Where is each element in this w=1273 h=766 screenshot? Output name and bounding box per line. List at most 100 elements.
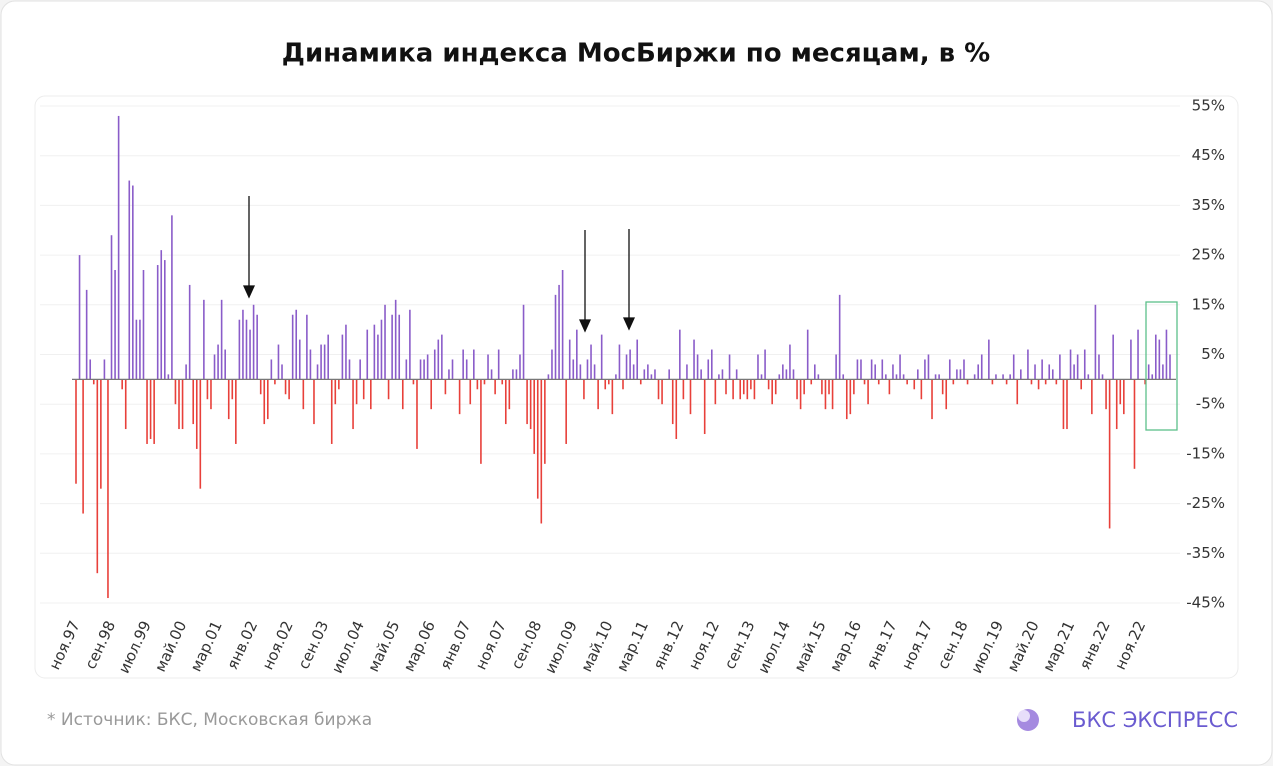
bar [750,379,752,390]
bar [838,294,841,380]
bar [1066,379,1068,430]
bar [394,299,397,380]
bar [675,379,678,439]
bar [796,379,798,400]
bar [1034,364,1036,380]
bar [753,379,756,400]
bar [252,304,255,380]
bar [703,379,706,435]
bar [906,379,908,385]
bar [1094,304,1097,380]
bar [103,359,106,380]
bar [1123,379,1125,415]
bar [874,364,876,380]
bar [778,374,781,380]
bar [132,185,134,380]
bar [536,379,539,499]
bar [917,369,919,380]
bar [931,379,933,420]
bar [370,379,372,410]
bar [355,379,358,405]
bar [870,359,873,380]
bar [469,379,472,405]
chart-title: Динамика индекса МосБиржи по месяцам, в … [282,39,990,69]
bar [352,379,354,430]
bar [448,369,450,380]
bar [1158,339,1161,380]
bar [1012,354,1015,380]
bar [338,379,340,390]
source-note: * Источник: БКС, Московская биржа [47,710,372,730]
bar [576,329,578,380]
bar [991,379,994,385]
bar [1005,379,1008,385]
logo-icon-highlight [1018,710,1030,722]
bar [1108,379,1111,529]
bar [1130,339,1132,380]
bar [348,359,351,380]
y-tick-label: -25% [1186,494,1225,512]
bar [419,359,422,380]
bar [828,379,830,395]
bar [1137,329,1139,380]
bar [1076,354,1079,380]
bar [842,374,845,380]
bar [700,369,702,380]
bar [938,374,940,380]
bar [217,344,219,380]
bar [568,339,571,380]
bar [696,354,699,380]
bar [742,379,745,395]
bar [490,369,493,380]
bar [483,379,486,385]
bar [1154,334,1157,380]
bar [799,379,802,410]
bar [895,374,898,380]
bar [899,354,901,380]
bar [966,379,969,385]
bar [178,379,180,430]
bar [544,379,546,464]
bar [409,309,411,380]
bar [412,379,415,385]
bar [185,364,187,380]
bar [529,379,532,430]
bar [199,379,202,489]
bar [306,314,308,380]
bar [1105,379,1107,410]
bar [963,359,965,380]
bar [291,314,294,380]
bar [405,359,408,380]
bar [615,374,617,380]
bar [277,344,280,380]
bar [586,359,589,380]
bar [426,354,429,380]
bar [558,284,560,380]
bar [423,359,425,380]
bar [384,304,386,380]
arrows [242,196,636,333]
bar [597,379,599,410]
bar [1037,379,1040,390]
bar [735,369,738,380]
bar [1048,364,1051,380]
bar [462,349,464,380]
bar [124,379,127,430]
bar [121,379,123,390]
bar [284,379,287,395]
bar [522,304,525,380]
y-tick-label: 15% [1192,295,1225,313]
bar [242,309,244,380]
bar [82,379,84,514]
bar [867,379,869,405]
bar [764,349,766,380]
bar [980,354,983,380]
bar [732,379,734,400]
bar [341,334,344,380]
bar [554,294,557,380]
bar [380,319,383,380]
bar [671,379,674,425]
bar [565,379,567,444]
bar [181,379,184,430]
bar [330,379,333,444]
